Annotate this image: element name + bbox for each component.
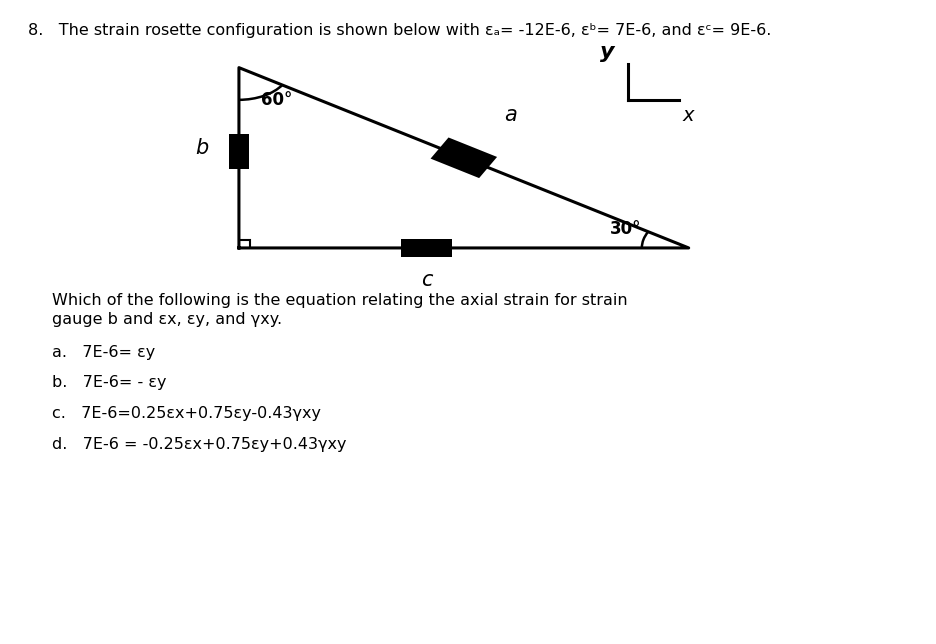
Text: a: a	[504, 104, 517, 125]
Text: 8.   The strain rosette configuration is shown below with εₐ= -12E-6, εᵇ= 7E-6, : 8. The strain rosette configuration is s…	[28, 23, 770, 37]
Text: c: c	[420, 270, 431, 290]
Text: b: b	[195, 138, 208, 158]
Text: 60°: 60°	[260, 91, 292, 109]
Bar	[431, 137, 496, 178]
Text: Which of the following is the equation relating the axial strain for strain: Which of the following is the equation r…	[51, 293, 626, 308]
Text: a.   7E-6= εy: a. 7E-6= εy	[51, 345, 154, 359]
Text: d.   7E-6 = -0.25εx+0.75εy+0.43γxy: d. 7E-6 = -0.25εx+0.75εy+0.43γxy	[51, 437, 345, 452]
Text: 30°: 30°	[609, 220, 641, 238]
Bar	[228, 133, 249, 169]
Text: gauge b and εx, εy, and γxy.: gauge b and εx, εy, and γxy.	[51, 312, 282, 327]
Text: y: y	[599, 41, 614, 62]
Text: b.   7E-6= - εy: b. 7E-6= - εy	[51, 375, 166, 390]
Text: x: x	[682, 106, 694, 126]
Bar	[400, 239, 451, 257]
Text: c.   7E-6=0.25εx+0.75εy-0.43γxy: c. 7E-6=0.25εx+0.75εy-0.43γxy	[51, 406, 320, 421]
